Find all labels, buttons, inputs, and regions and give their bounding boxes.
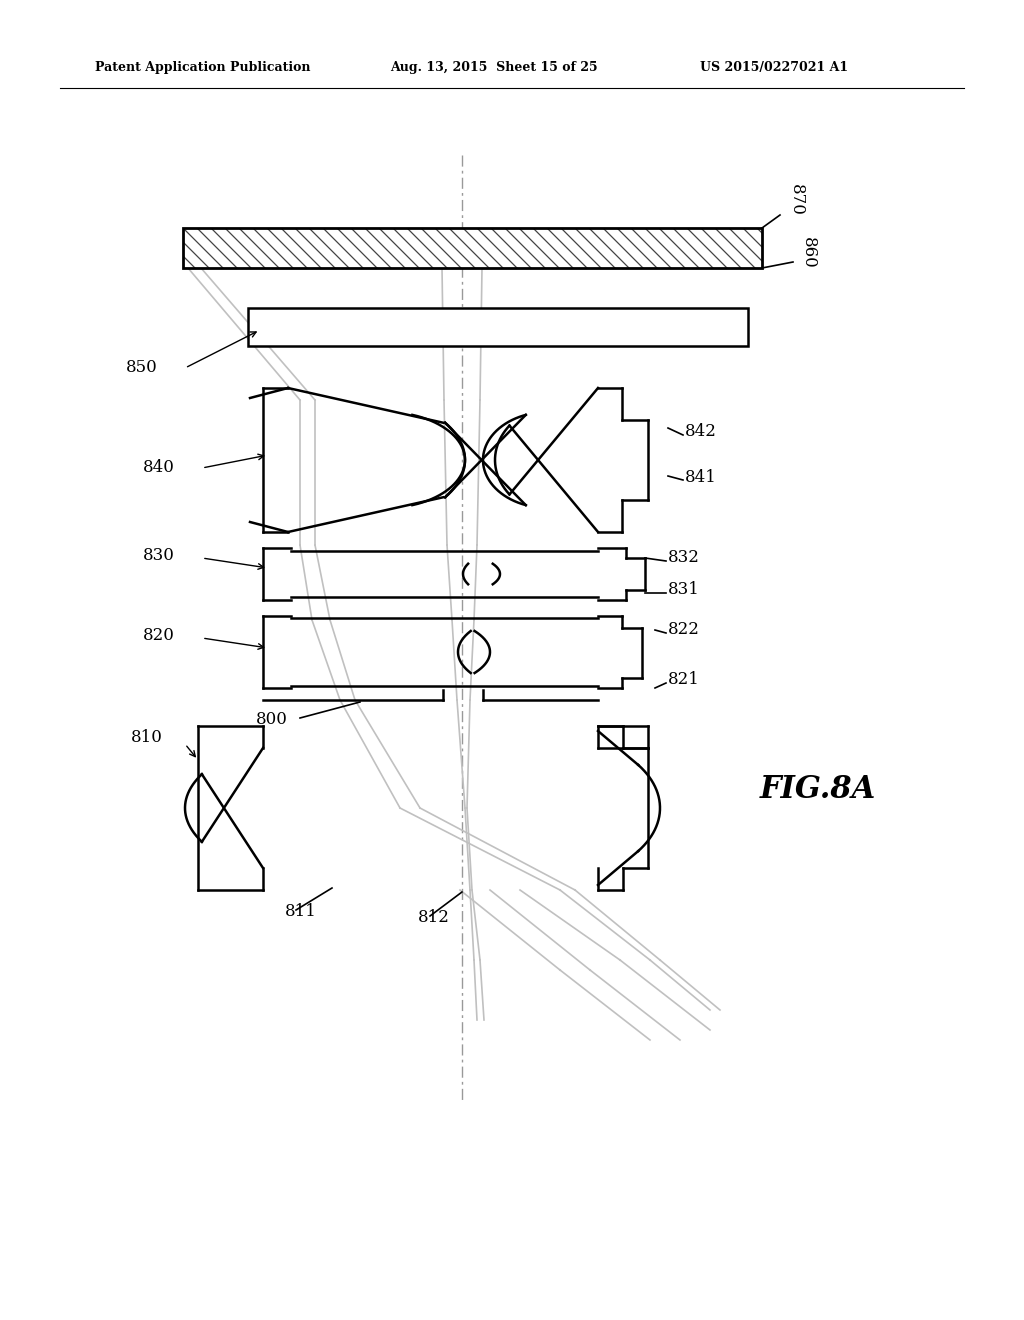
Text: 811: 811 bbox=[285, 903, 316, 920]
Text: 812: 812 bbox=[418, 909, 450, 927]
Text: 860: 860 bbox=[800, 238, 817, 269]
Bar bbox=[183, 228, 762, 268]
Text: 870: 870 bbox=[788, 183, 805, 216]
Text: 841: 841 bbox=[685, 470, 717, 487]
Text: 822: 822 bbox=[668, 622, 699, 639]
Text: 830: 830 bbox=[143, 546, 175, 564]
Text: 831: 831 bbox=[668, 582, 699, 598]
Text: 840: 840 bbox=[143, 459, 175, 477]
Text: 820: 820 bbox=[143, 627, 175, 644]
Bar bbox=[183, 228, 762, 268]
Bar bbox=[248, 308, 748, 346]
Text: FIG.8A: FIG.8A bbox=[760, 775, 877, 805]
Text: 850: 850 bbox=[126, 359, 158, 376]
Text: 842: 842 bbox=[685, 424, 717, 441]
Text: US 2015/0227021 A1: US 2015/0227021 A1 bbox=[700, 62, 848, 74]
Text: Aug. 13, 2015  Sheet 15 of 25: Aug. 13, 2015 Sheet 15 of 25 bbox=[390, 62, 598, 74]
Text: Patent Application Publication: Patent Application Publication bbox=[95, 62, 310, 74]
Text: 832: 832 bbox=[668, 549, 699, 566]
Text: 800: 800 bbox=[256, 711, 288, 729]
Text: 810: 810 bbox=[131, 730, 163, 747]
Text: 821: 821 bbox=[668, 672, 699, 689]
